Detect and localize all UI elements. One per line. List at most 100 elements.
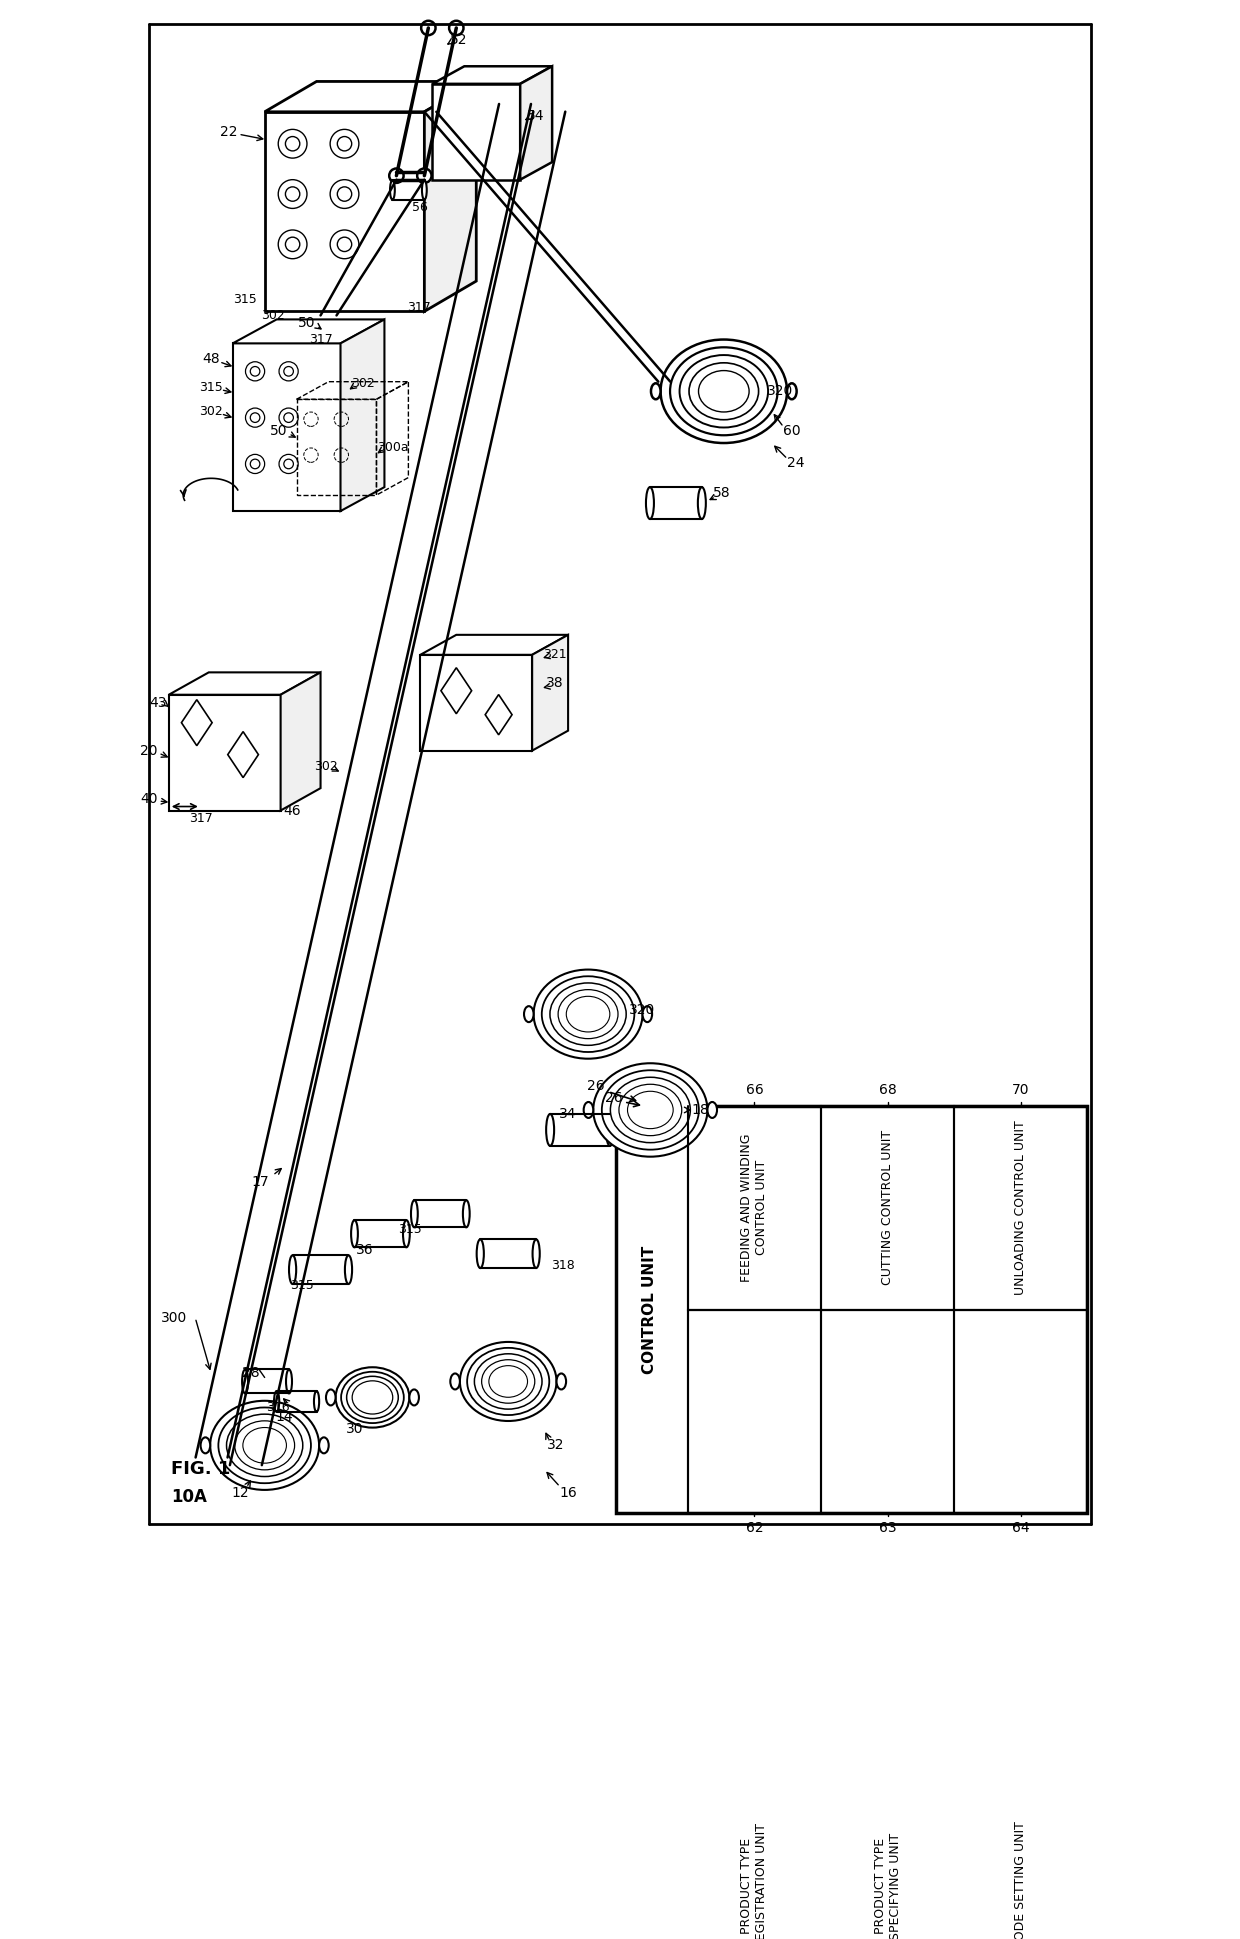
Text: 315: 315 bbox=[398, 1224, 422, 1237]
Ellipse shape bbox=[698, 487, 706, 520]
Text: 58: 58 bbox=[713, 487, 732, 500]
Ellipse shape bbox=[274, 1390, 279, 1412]
Circle shape bbox=[330, 231, 358, 258]
Text: 24: 24 bbox=[787, 456, 805, 469]
Ellipse shape bbox=[467, 1348, 549, 1415]
Text: 10A: 10A bbox=[171, 1489, 207, 1507]
Circle shape bbox=[417, 169, 432, 182]
Text: 52: 52 bbox=[450, 33, 467, 47]
Text: 46: 46 bbox=[284, 803, 301, 818]
Bar bbox=[616, 1105, 1087, 1512]
Circle shape bbox=[285, 186, 300, 202]
Polygon shape bbox=[280, 673, 321, 811]
Text: 17: 17 bbox=[252, 1175, 269, 1189]
Ellipse shape bbox=[345, 1255, 352, 1284]
Polygon shape bbox=[424, 81, 476, 312]
Ellipse shape bbox=[460, 1342, 557, 1421]
Text: 26: 26 bbox=[588, 1078, 605, 1094]
Ellipse shape bbox=[391, 180, 394, 200]
Circle shape bbox=[278, 130, 308, 159]
Text: CUTTING CONTROL UNIT: CUTTING CONTROL UNIT bbox=[880, 1130, 894, 1286]
Circle shape bbox=[337, 237, 352, 252]
Ellipse shape bbox=[601, 1070, 699, 1150]
Circle shape bbox=[246, 407, 264, 427]
Polygon shape bbox=[169, 694, 280, 811]
Text: 318: 318 bbox=[551, 1258, 574, 1272]
Text: 18: 18 bbox=[691, 1103, 709, 1117]
Ellipse shape bbox=[211, 1400, 319, 1489]
Text: 70: 70 bbox=[1012, 1084, 1029, 1097]
Circle shape bbox=[422, 21, 435, 35]
Text: 68: 68 bbox=[879, 1084, 897, 1097]
Polygon shape bbox=[433, 83, 521, 180]
Circle shape bbox=[337, 186, 352, 202]
Text: 40: 40 bbox=[140, 791, 157, 805]
Ellipse shape bbox=[610, 1078, 691, 1142]
Ellipse shape bbox=[627, 1092, 673, 1128]
Text: 48: 48 bbox=[202, 353, 219, 366]
Circle shape bbox=[284, 413, 294, 423]
Circle shape bbox=[285, 237, 300, 252]
Circle shape bbox=[284, 366, 294, 376]
Ellipse shape bbox=[525, 1006, 533, 1022]
Circle shape bbox=[250, 366, 260, 376]
Ellipse shape bbox=[450, 1373, 460, 1390]
Text: 315: 315 bbox=[200, 380, 223, 394]
Text: 302: 302 bbox=[260, 308, 284, 322]
Polygon shape bbox=[169, 673, 321, 694]
Bar bbox=[688, 1105, 821, 1309]
Text: 50: 50 bbox=[270, 425, 288, 438]
Ellipse shape bbox=[351, 1220, 358, 1247]
Ellipse shape bbox=[227, 1414, 303, 1476]
Ellipse shape bbox=[481, 1359, 534, 1404]
Ellipse shape bbox=[651, 384, 661, 399]
Ellipse shape bbox=[542, 975, 635, 1053]
Circle shape bbox=[330, 180, 358, 207]
Ellipse shape bbox=[670, 347, 777, 434]
Text: UNLOADING CONTROL UNIT: UNLOADING CONTROL UNIT bbox=[1014, 1121, 1027, 1295]
Circle shape bbox=[250, 413, 260, 423]
Ellipse shape bbox=[352, 1381, 393, 1414]
Ellipse shape bbox=[532, 1239, 539, 1268]
Ellipse shape bbox=[533, 970, 642, 1059]
Ellipse shape bbox=[606, 1113, 614, 1146]
Ellipse shape bbox=[286, 1369, 291, 1394]
Circle shape bbox=[279, 407, 298, 427]
Ellipse shape bbox=[489, 1365, 527, 1398]
Text: 54: 54 bbox=[527, 109, 544, 122]
Ellipse shape bbox=[201, 1437, 211, 1454]
Ellipse shape bbox=[326, 1390, 336, 1406]
Text: 14: 14 bbox=[275, 1410, 294, 1425]
Text: 316: 316 bbox=[267, 1400, 290, 1414]
Bar bbox=[954, 1105, 1087, 1309]
Ellipse shape bbox=[646, 487, 653, 520]
Text: 64: 64 bbox=[1012, 1520, 1029, 1534]
Text: 16: 16 bbox=[559, 1487, 577, 1501]
Circle shape bbox=[284, 460, 294, 469]
Circle shape bbox=[330, 130, 358, 159]
Polygon shape bbox=[420, 655, 532, 750]
Ellipse shape bbox=[242, 1369, 248, 1394]
Circle shape bbox=[278, 180, 308, 207]
Polygon shape bbox=[341, 320, 384, 512]
Text: 34: 34 bbox=[559, 1107, 577, 1121]
Circle shape bbox=[279, 454, 298, 473]
Ellipse shape bbox=[336, 1367, 409, 1427]
Text: 302: 302 bbox=[351, 376, 374, 390]
Ellipse shape bbox=[567, 997, 610, 1032]
Text: 43: 43 bbox=[150, 696, 167, 710]
Text: 302: 302 bbox=[200, 405, 223, 417]
Text: 12: 12 bbox=[232, 1487, 249, 1501]
Text: 66: 66 bbox=[745, 1084, 764, 1097]
Ellipse shape bbox=[243, 1427, 286, 1464]
Text: 315: 315 bbox=[290, 1280, 314, 1291]
Text: 26: 26 bbox=[605, 1092, 622, 1105]
Text: FEEDING AND WINDING
CONTROL UNIT: FEEDING AND WINDING CONTROL UNIT bbox=[740, 1132, 769, 1282]
Text: 317: 317 bbox=[309, 334, 332, 345]
Ellipse shape bbox=[698, 370, 749, 411]
Ellipse shape bbox=[475, 1353, 542, 1410]
Ellipse shape bbox=[593, 1063, 708, 1158]
Text: 20: 20 bbox=[140, 745, 157, 758]
Polygon shape bbox=[264, 81, 476, 112]
Ellipse shape bbox=[584, 1101, 593, 1119]
